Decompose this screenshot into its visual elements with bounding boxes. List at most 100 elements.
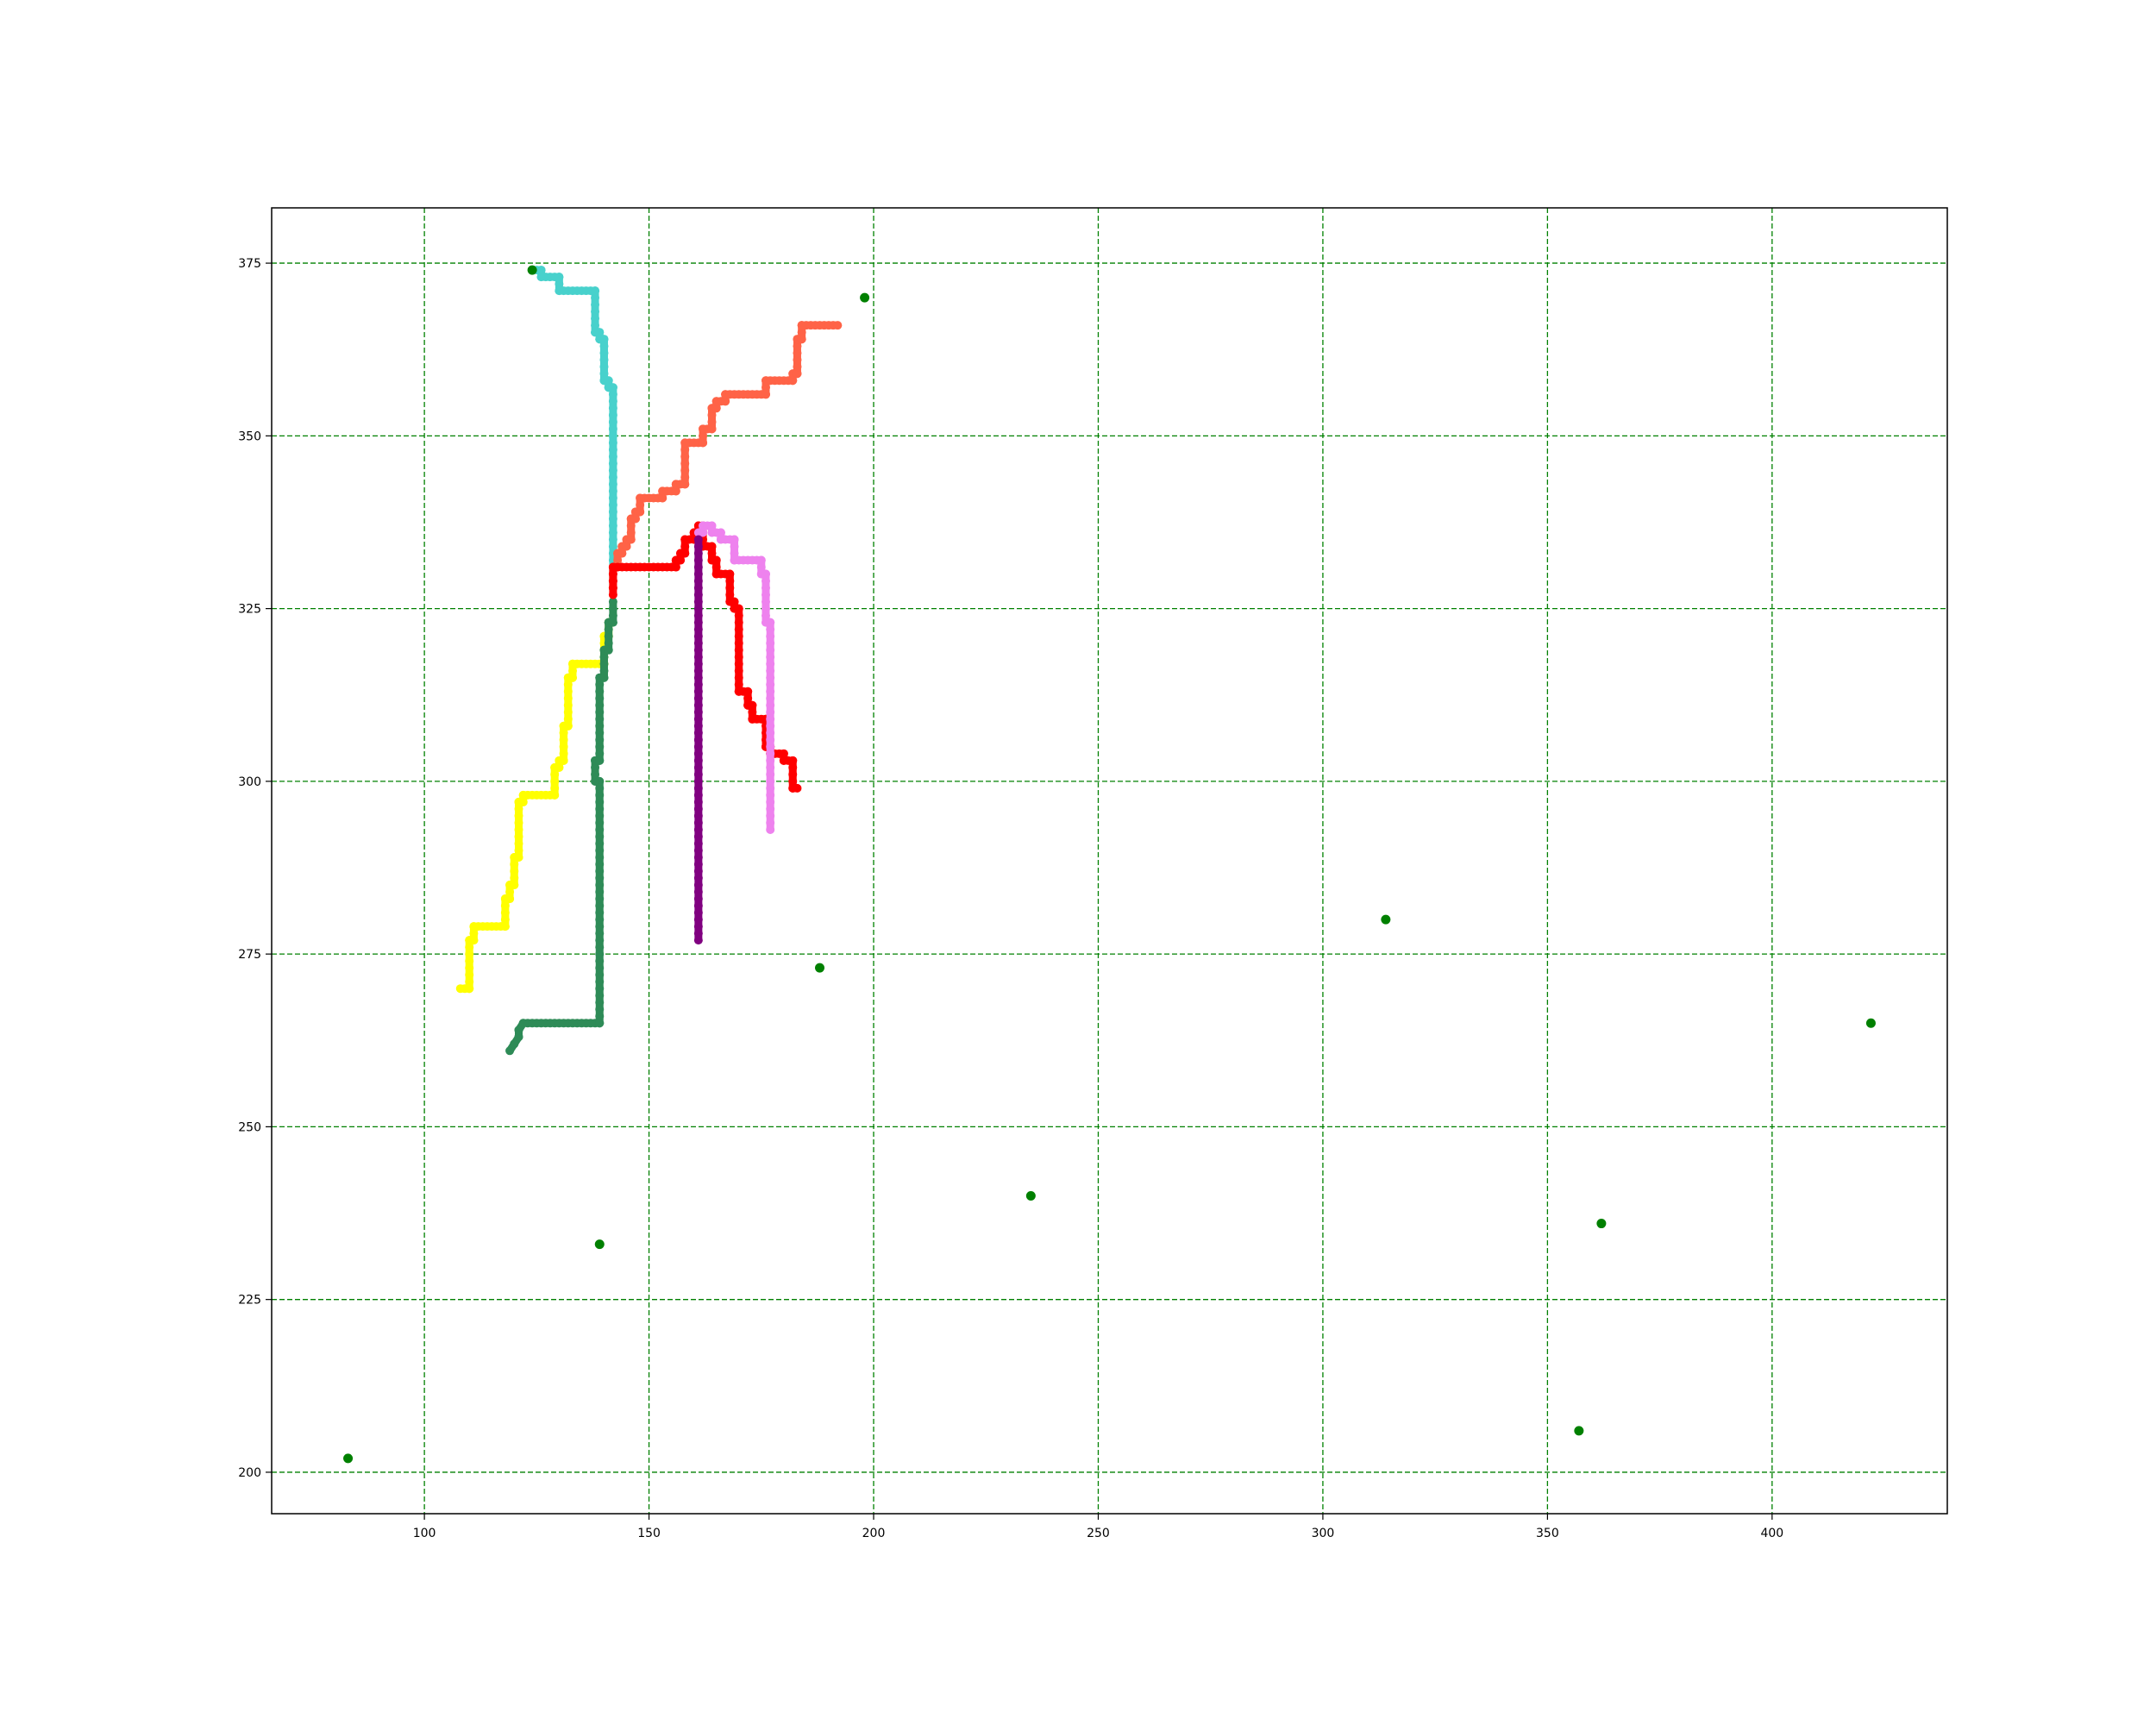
series-point [622, 542, 631, 551]
series-point [707, 549, 717, 558]
series-point [591, 321, 600, 330]
series-point [693, 818, 703, 827]
series-point [766, 638, 775, 648]
series-point [793, 362, 802, 372]
series-point [599, 348, 609, 358]
series-point [591, 300, 600, 310]
series-point [711, 555, 721, 565]
series-point [595, 680, 605, 689]
series-point [693, 576, 703, 586]
series-point [608, 486, 617, 496]
series-point [693, 915, 703, 925]
series-point [595, 860, 605, 869]
series-point [766, 756, 775, 765]
series-point [693, 569, 703, 579]
series-point [599, 652, 609, 662]
series-point [595, 328, 605, 337]
series-point [693, 881, 703, 890]
series-point [608, 417, 617, 427]
series-point [514, 1032, 523, 1042]
series-point [595, 756, 605, 765]
series-point [761, 583, 771, 593]
series-point [680, 445, 690, 455]
series-point [693, 659, 703, 668]
series-point [595, 687, 605, 696]
series-point [465, 950, 474, 959]
plot-frame [271, 207, 1948, 1515]
series-point [788, 776, 798, 786]
series-point [766, 631, 775, 641]
scatter-point [1025, 1191, 1036, 1201]
y-tick-label: 350 [238, 430, 261, 443]
series-point [608, 604, 617, 613]
series-point [591, 769, 600, 779]
series-point [595, 874, 605, 883]
series-point [734, 652, 743, 662]
series-point [761, 597, 771, 606]
series-point [693, 583, 703, 593]
series-point [595, 943, 605, 952]
series-point [514, 845, 523, 855]
series-point [595, 867, 605, 876]
series-point [693, 645, 703, 655]
series-point [608, 535, 617, 544]
series-point [788, 769, 798, 779]
series-point [743, 687, 753, 696]
series-point [766, 659, 775, 668]
series-point [766, 624, 775, 634]
series-point [716, 528, 725, 537]
series-point [608, 597, 617, 606]
series-point [680, 459, 690, 468]
series-point [734, 618, 743, 627]
series-point [608, 466, 617, 475]
series-point [707, 411, 717, 420]
series-point [595, 998, 605, 1007]
series-point [510, 881, 519, 890]
series-point [693, 687, 703, 696]
series-point [595, 735, 605, 744]
series-point [613, 555, 623, 565]
series-point [608, 445, 617, 455]
series-point [608, 590, 617, 599]
series-point [608, 583, 617, 593]
series-point [595, 977, 605, 987]
series-point [730, 549, 739, 558]
series-point [766, 728, 775, 737]
series-point [693, 756, 703, 765]
series-point [693, 762, 703, 772]
scatter-point [1574, 1426, 1584, 1436]
series-point [658, 493, 667, 503]
series-point [734, 638, 743, 648]
series-point [595, 721, 605, 731]
series-point [761, 390, 771, 399]
series-point [734, 631, 743, 641]
series-point [563, 721, 573, 731]
series-point [693, 922, 703, 932]
series-point [766, 652, 775, 662]
series-point [693, 838, 703, 848]
series-point [693, 797, 703, 806]
series-point [563, 707, 573, 717]
series-point [833, 321, 843, 330]
series-point [599, 673, 609, 682]
series-point [766, 673, 775, 682]
series-point [680, 473, 690, 482]
series-point [797, 328, 806, 337]
series-point [779, 749, 788, 758]
scatter-point [527, 265, 537, 275]
series-point [568, 673, 578, 682]
series-point [559, 742, 568, 751]
series-point [693, 825, 703, 834]
series-point [617, 549, 627, 558]
series-point [595, 922, 605, 932]
series-point [766, 707, 775, 717]
series-point [604, 631, 613, 641]
series-point [608, 611, 617, 620]
series-point [626, 528, 636, 537]
series-point [608, 397, 617, 406]
x-tick-label: 300 [1312, 1527, 1335, 1540]
series-point [788, 762, 798, 772]
series-point [725, 590, 735, 599]
series-point [711, 562, 721, 572]
scatter-point [343, 1453, 354, 1464]
